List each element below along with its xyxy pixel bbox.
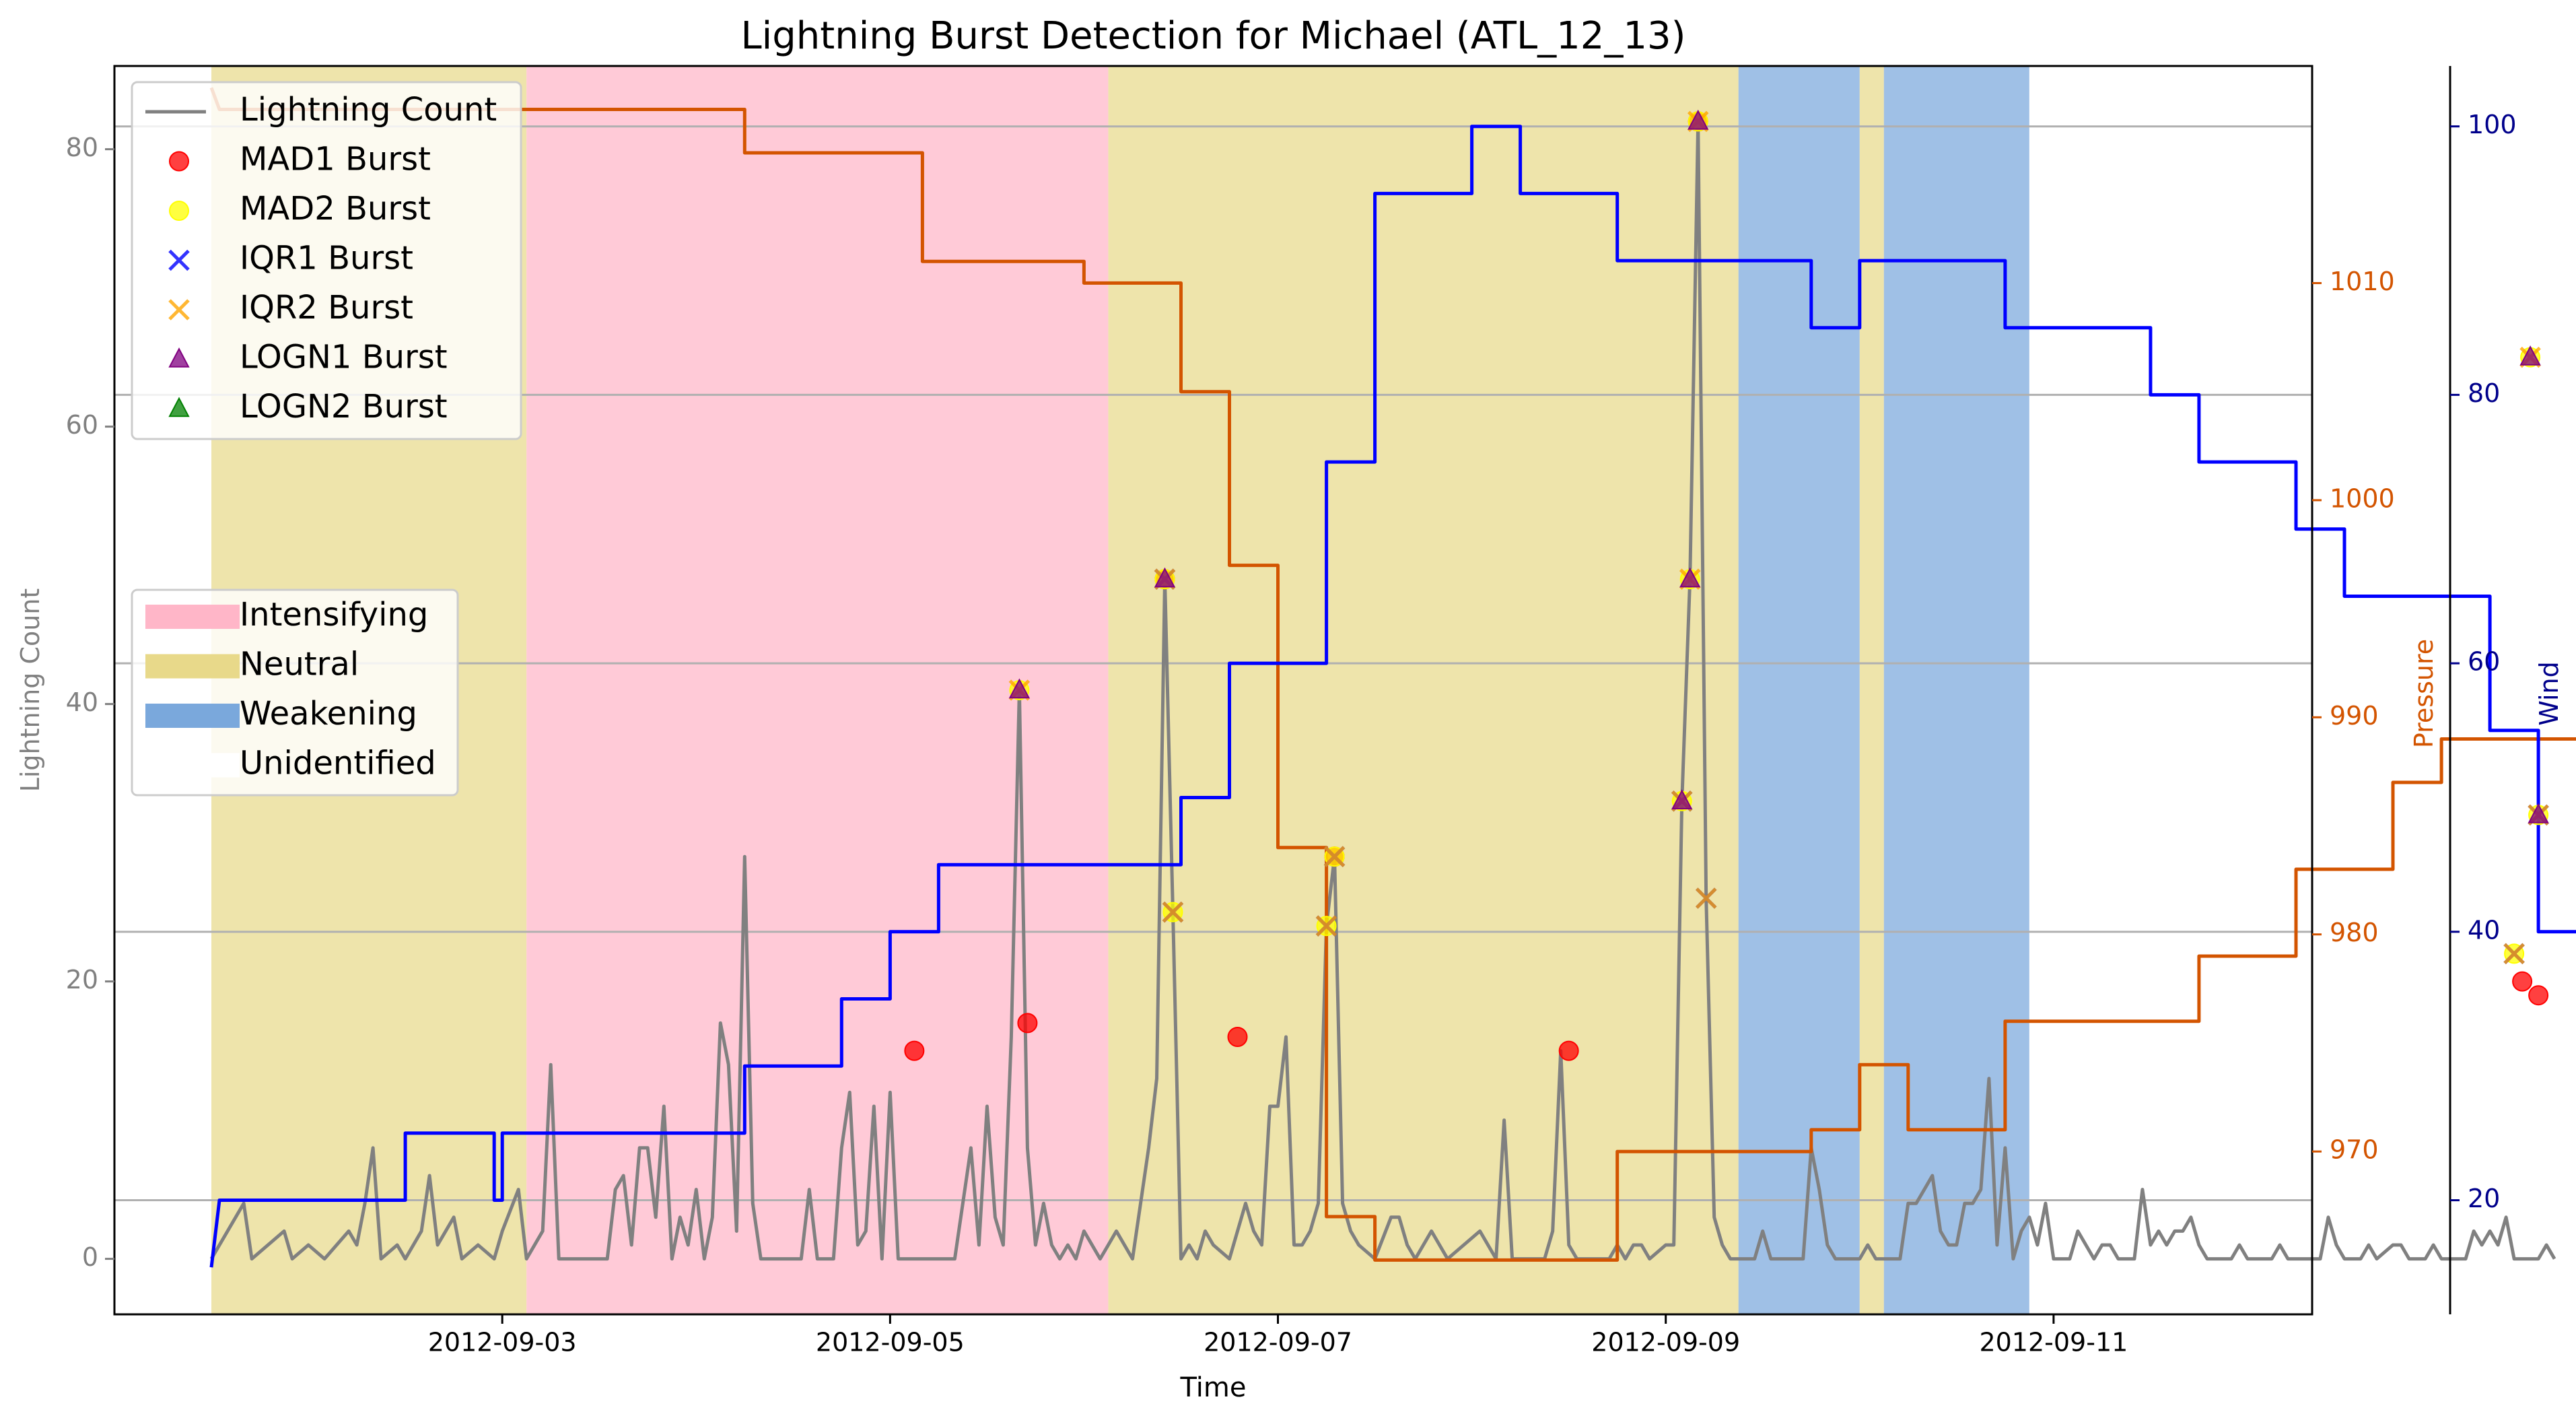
burst-marker-logn1 (1671, 789, 1693, 809)
legend-swatch-iqr1 (168, 249, 190, 271)
y-tick-label-count: 60 (66, 410, 98, 440)
legend-swatch-logn2 (168, 397, 190, 417)
x-tick-label: 2012-09-05 (816, 1328, 965, 1357)
burst-marker-logn1 (1154, 567, 1176, 588)
axes: 2012-09-03 2012-09-05 2012-09-07 2012-09-09… (66, 66, 2517, 1357)
burst-marker-logn1 (2528, 803, 2549, 823)
y-axis-label-count: Lightning Count (15, 588, 45, 793)
y-tick-label-count: 40 (66, 687, 98, 717)
legend-label: LOGN1 Burst (240, 339, 448, 376)
burst-marker-iqr2 (1162, 901, 1184, 923)
phase-band-neutral (1108, 66, 1739, 1314)
burst-marker-logn1 (1008, 678, 1031, 699)
legend-label: MAD1 Burst (240, 141, 431, 178)
burst-marker-iqr2 (1323, 846, 1346, 867)
phase-legend-label: Unidentified (240, 745, 436, 782)
chart-title: Lightning Burst Detection for Michael (A… (740, 14, 1685, 58)
burst-marker-mad1 (1227, 1027, 1248, 1047)
phase-legend-label: Intensifying (240, 596, 428, 634)
y-tick-label-pressure: 990 (2330, 701, 2379, 731)
phase-legend-label: Neutral (240, 646, 359, 683)
burst-marker-logn1 (2519, 345, 2541, 366)
phase-legend-label: Weakening (240, 695, 417, 733)
legend-label: MAD2 Burst (240, 190, 431, 228)
phase-legend: Intensifying Neutral Weakening Unidentified (131, 588, 459, 797)
phase-band-weakening (1883, 66, 2029, 1314)
y-tick-label-pressure: 1010 (2330, 267, 2395, 296)
y-tick-label-pressure: 970 (2330, 1135, 2379, 1165)
burst-marker-iqr2 (1315, 915, 1337, 937)
y-tick-label-wind: 80 (2468, 378, 2500, 408)
burst-marker-mad1 (1017, 1013, 1038, 1034)
plot-frame (113, 65, 2313, 1316)
x-tick-label: 2012-09-07 (1204, 1328, 1352, 1357)
burst-marker-logn1 (1679, 567, 1701, 588)
legend-swatch-mad2 (169, 201, 189, 221)
series-line-lightning-count (209, 119, 2556, 1261)
burst-marker-mad1 (2528, 985, 2549, 1006)
legend-swatch-logn1 (168, 347, 190, 368)
burst-marker-iqr2 (1695, 887, 1717, 909)
y-axis-label-pressure: Pressure (2409, 639, 2439, 748)
legend-label: Lightning Count (240, 91, 497, 129)
series-line-pressure (209, 87, 2576, 1262)
y-tick-label-pressure: 1000 (2330, 483, 2395, 513)
phase-legend-swatch-weakening (145, 704, 240, 728)
phase-legend-swatch-intensifying (145, 605, 240, 629)
x-tick-label: 2012-09-03 (428, 1328, 577, 1357)
phase-legend-box (131, 588, 459, 797)
legend-label: IQR1 Burst (240, 240, 413, 277)
x-tick-label: 2012-09-09 (1591, 1328, 1740, 1357)
y-tick-label-wind: 20 (2468, 1184, 2500, 1213)
legend-label: IQR2 Burst (240, 289, 413, 327)
burst-marker-mad1 (1558, 1040, 1579, 1061)
series-legend: Lightning Count MAD1 Burst MAD2 Burst IQR1 … (131, 81, 522, 440)
y-tick-label-count: 80 (66, 133, 98, 162)
burst-marker-mad1 (2512, 971, 2533, 992)
legend-swatch-mad1 (169, 151, 189, 172)
legend-box (131, 81, 522, 440)
phase-legend-swatch-unidentified (145, 753, 240, 778)
phase-legend-swatch-neutral (145, 654, 240, 679)
y-tick-label-count: 20 (66, 965, 98, 994)
series-line-wind (209, 125, 2576, 1268)
y-tick-label-pressure: 980 (2330, 918, 2379, 947)
series-lines (209, 87, 2576, 1268)
legend-swatch-iqr2 (168, 299, 190, 321)
y-tick-label-count: 0 (82, 1242, 98, 1272)
x-tick-label: 2012-09-11 (1979, 1328, 2128, 1357)
phase-band-neutral (1859, 66, 1884, 1314)
x-axis-label: Time (1180, 1372, 1247, 1403)
y-tick-label-wind: 60 (2468, 647, 2500, 677)
y-tick-label-wind: 100 (2468, 110, 2517, 139)
phase-band-weakening (1738, 66, 1860, 1314)
phase-band-unidentified (2029, 66, 2223, 1314)
burst-marker-iqr2 (2503, 943, 2525, 965)
legend-label: LOGN2 Burst (240, 388, 448, 426)
y-axis-label-wind: Wind (2534, 661, 2564, 726)
burst-marker-logn1 (1687, 109, 1709, 130)
y-tick-label-wind: 40 (2468, 915, 2500, 945)
burst-marker-mad1 (904, 1040, 925, 1061)
burst-markers (904, 109, 2549, 1061)
